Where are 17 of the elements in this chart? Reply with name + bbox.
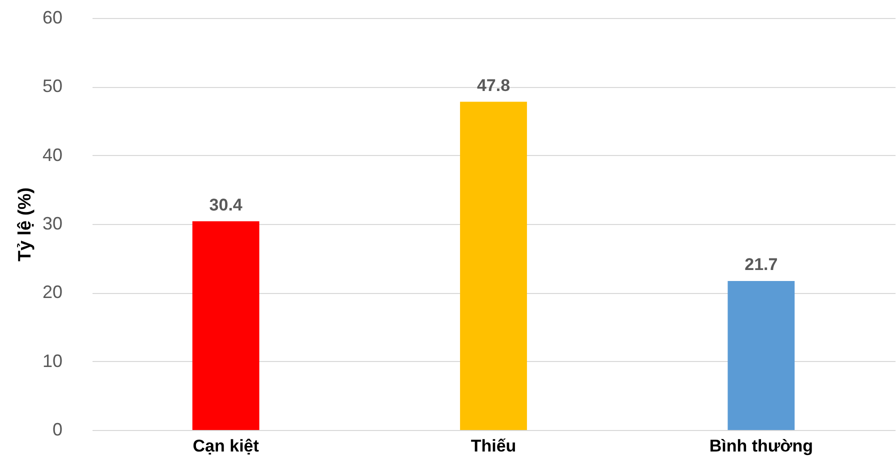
data-label: 47.8 bbox=[476, 76, 510, 95]
y-tick-label: 60 bbox=[42, 8, 62, 28]
x-tick-label: Bình thường bbox=[709, 436, 814, 456]
y-tick-label: 40 bbox=[42, 144, 62, 165]
bar bbox=[192, 221, 260, 430]
data-label: 30.4 bbox=[209, 195, 243, 214]
y-tick-label: 50 bbox=[42, 76, 62, 96]
y-tick-label: 30 bbox=[42, 214, 62, 234]
x-tick-label: Cạn kiệt bbox=[192, 436, 260, 456]
data-label: 21.7 bbox=[744, 254, 778, 274]
y-tick-label: 20 bbox=[42, 282, 62, 302]
bar bbox=[460, 102, 527, 430]
bar bbox=[728, 280, 795, 430]
y-tick-label: 10 bbox=[42, 350, 62, 371]
x-tick-label: Thiếu bbox=[470, 436, 516, 456]
y-tick-label: 0 bbox=[52, 420, 62, 440]
y-axis-title: Tỷ lệ (%) bbox=[14, 187, 34, 262]
